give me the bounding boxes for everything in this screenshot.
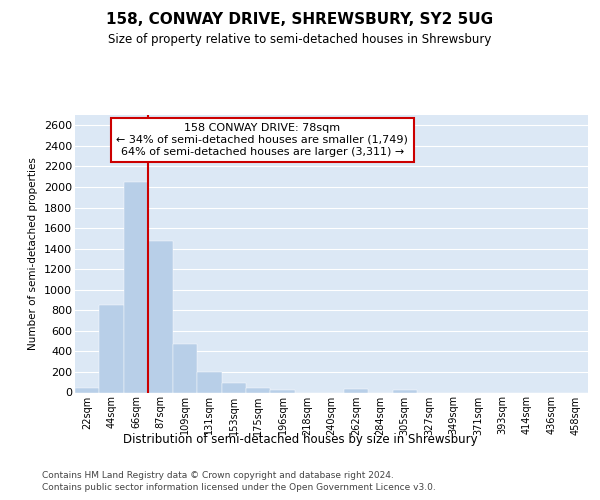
Text: Contains HM Land Registry data © Crown copyright and database right 2024.: Contains HM Land Registry data © Crown c… bbox=[42, 471, 394, 480]
Bar bbox=[173, 344, 197, 393]
Text: 158, CONWAY DRIVE, SHREWSBURY, SY2 5UG: 158, CONWAY DRIVE, SHREWSBURY, SY2 5UG bbox=[106, 12, 494, 28]
Text: Distribution of semi-detached houses by size in Shrewsbury: Distribution of semi-detached houses by … bbox=[122, 432, 478, 446]
Text: Contains public sector information licensed under the Open Government Licence v3: Contains public sector information licen… bbox=[42, 484, 436, 492]
Bar bbox=[392, 390, 417, 392]
Bar bbox=[148, 242, 173, 392]
Bar bbox=[197, 372, 221, 392]
Bar bbox=[344, 390, 368, 392]
Y-axis label: Number of semi-detached properties: Number of semi-detached properties bbox=[28, 158, 38, 350]
Bar bbox=[100, 305, 124, 392]
Bar bbox=[221, 383, 246, 392]
Bar bbox=[271, 390, 295, 392]
Bar bbox=[75, 388, 100, 392]
Text: Size of property relative to semi-detached houses in Shrewsbury: Size of property relative to semi-detach… bbox=[109, 32, 491, 46]
Bar bbox=[246, 388, 271, 392]
Bar bbox=[124, 182, 148, 392]
Text: 158 CONWAY DRIVE: 78sqm
← 34% of semi-detached houses are smaller (1,749)
64% of: 158 CONWAY DRIVE: 78sqm ← 34% of semi-de… bbox=[116, 124, 408, 156]
